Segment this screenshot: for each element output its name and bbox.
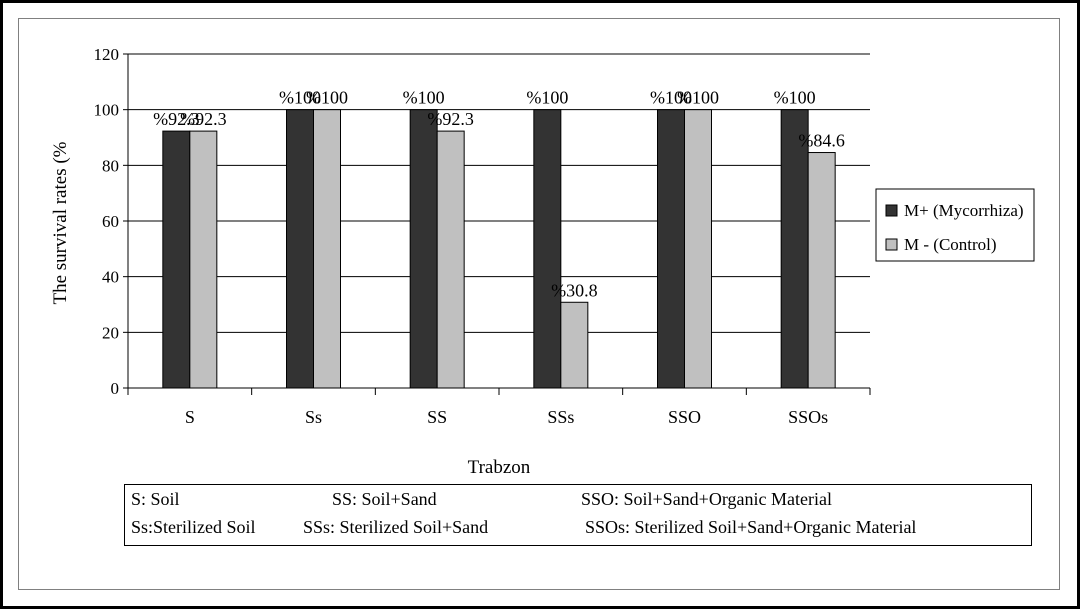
legend-swatch <box>885 238 898 251</box>
bar <box>533 109 562 389</box>
legend-label: M+ (Mycorrhiza) <box>904 201 1024 220</box>
bar-label: %100 <box>650 88 692 108</box>
bar <box>657 109 685 389</box>
x-tick-label: S <box>185 407 195 427</box>
bar <box>286 109 314 389</box>
bar <box>684 109 712 389</box>
bar <box>189 130 218 389</box>
x-tick-label: SSs <box>547 407 574 427</box>
bar-label: %100 <box>279 88 321 108</box>
figure-inner-border <box>18 18 1060 590</box>
x-tick-label: SSO <box>668 407 701 427</box>
y-tick-label: 0 <box>111 379 120 398</box>
x-tick-label: SSOs <box>788 407 828 427</box>
key-item: SSO: Soil+Sand+Organic Material <box>581 489 832 509</box>
bar-label: %100 <box>677 88 719 108</box>
key-item: Ss:Sterilized Soil <box>131 517 256 537</box>
key-item: SSOs: Sterilized Soil+Sand+Organic Mater… <box>585 517 917 537</box>
legend: M+ (Mycorrhiza) M - (Control) <box>875 188 1035 262</box>
bar <box>780 109 809 389</box>
bar <box>162 130 191 389</box>
bar-label: %92.3 <box>427 109 474 129</box>
x-axis-label: Trabzon <box>468 457 531 478</box>
x-tick-labels: S Ss SS SSs SSO SSOs <box>185 407 828 427</box>
abbreviation-key: S: Soil SS: Soil+Sand SSO: Soil+Sand+Org… <box>124 484 1032 546</box>
y-axis-label: The survival rates (% <box>50 141 71 304</box>
y-tick-label: 80 <box>102 156 119 175</box>
bar <box>807 152 836 389</box>
key-item: S: Soil <box>131 489 180 509</box>
bar-label: %30.8 <box>551 280 598 300</box>
x-tick-label: Ss <box>305 407 322 427</box>
bar <box>409 109 438 389</box>
y-tick-label: 20 <box>102 323 119 342</box>
bar-labels: %92.3%92.3%100%100 %100%92.3%100%30.8%100… <box>153 88 845 301</box>
bar <box>436 130 465 389</box>
bar-label: %92.3 <box>153 109 200 129</box>
bar-label: %100 <box>774 88 816 108</box>
y-tick-label: 40 <box>102 268 119 287</box>
bar-label: %92.3 <box>180 109 227 129</box>
y-tick-label: 60 <box>102 212 119 231</box>
y-tick-labels: 0 20 40 60 80 100 120 <box>94 45 120 398</box>
y-tick-label: 120 <box>94 45 120 64</box>
axes <box>123 53 871 395</box>
key-item: SSs: Sterilized Soil+Sand <box>303 517 489 537</box>
gridlines <box>128 53 870 333</box>
x-tick-label: SS <box>427 407 447 427</box>
bar-label: %100 <box>403 88 445 108</box>
bar-label: %84.6 <box>798 131 845 151</box>
bar <box>560 301 589 389</box>
bar <box>313 109 341 389</box>
key-item: SS: Soil+Sand <box>332 489 437 509</box>
bars <box>162 109 836 389</box>
bar-label: %100 <box>526 88 568 108</box>
legend-swatch <box>885 204 898 217</box>
legend-label: M - (Control) <box>904 235 997 254</box>
bar-label: %100 <box>306 88 348 108</box>
y-tick-label: 100 <box>94 101 120 120</box>
